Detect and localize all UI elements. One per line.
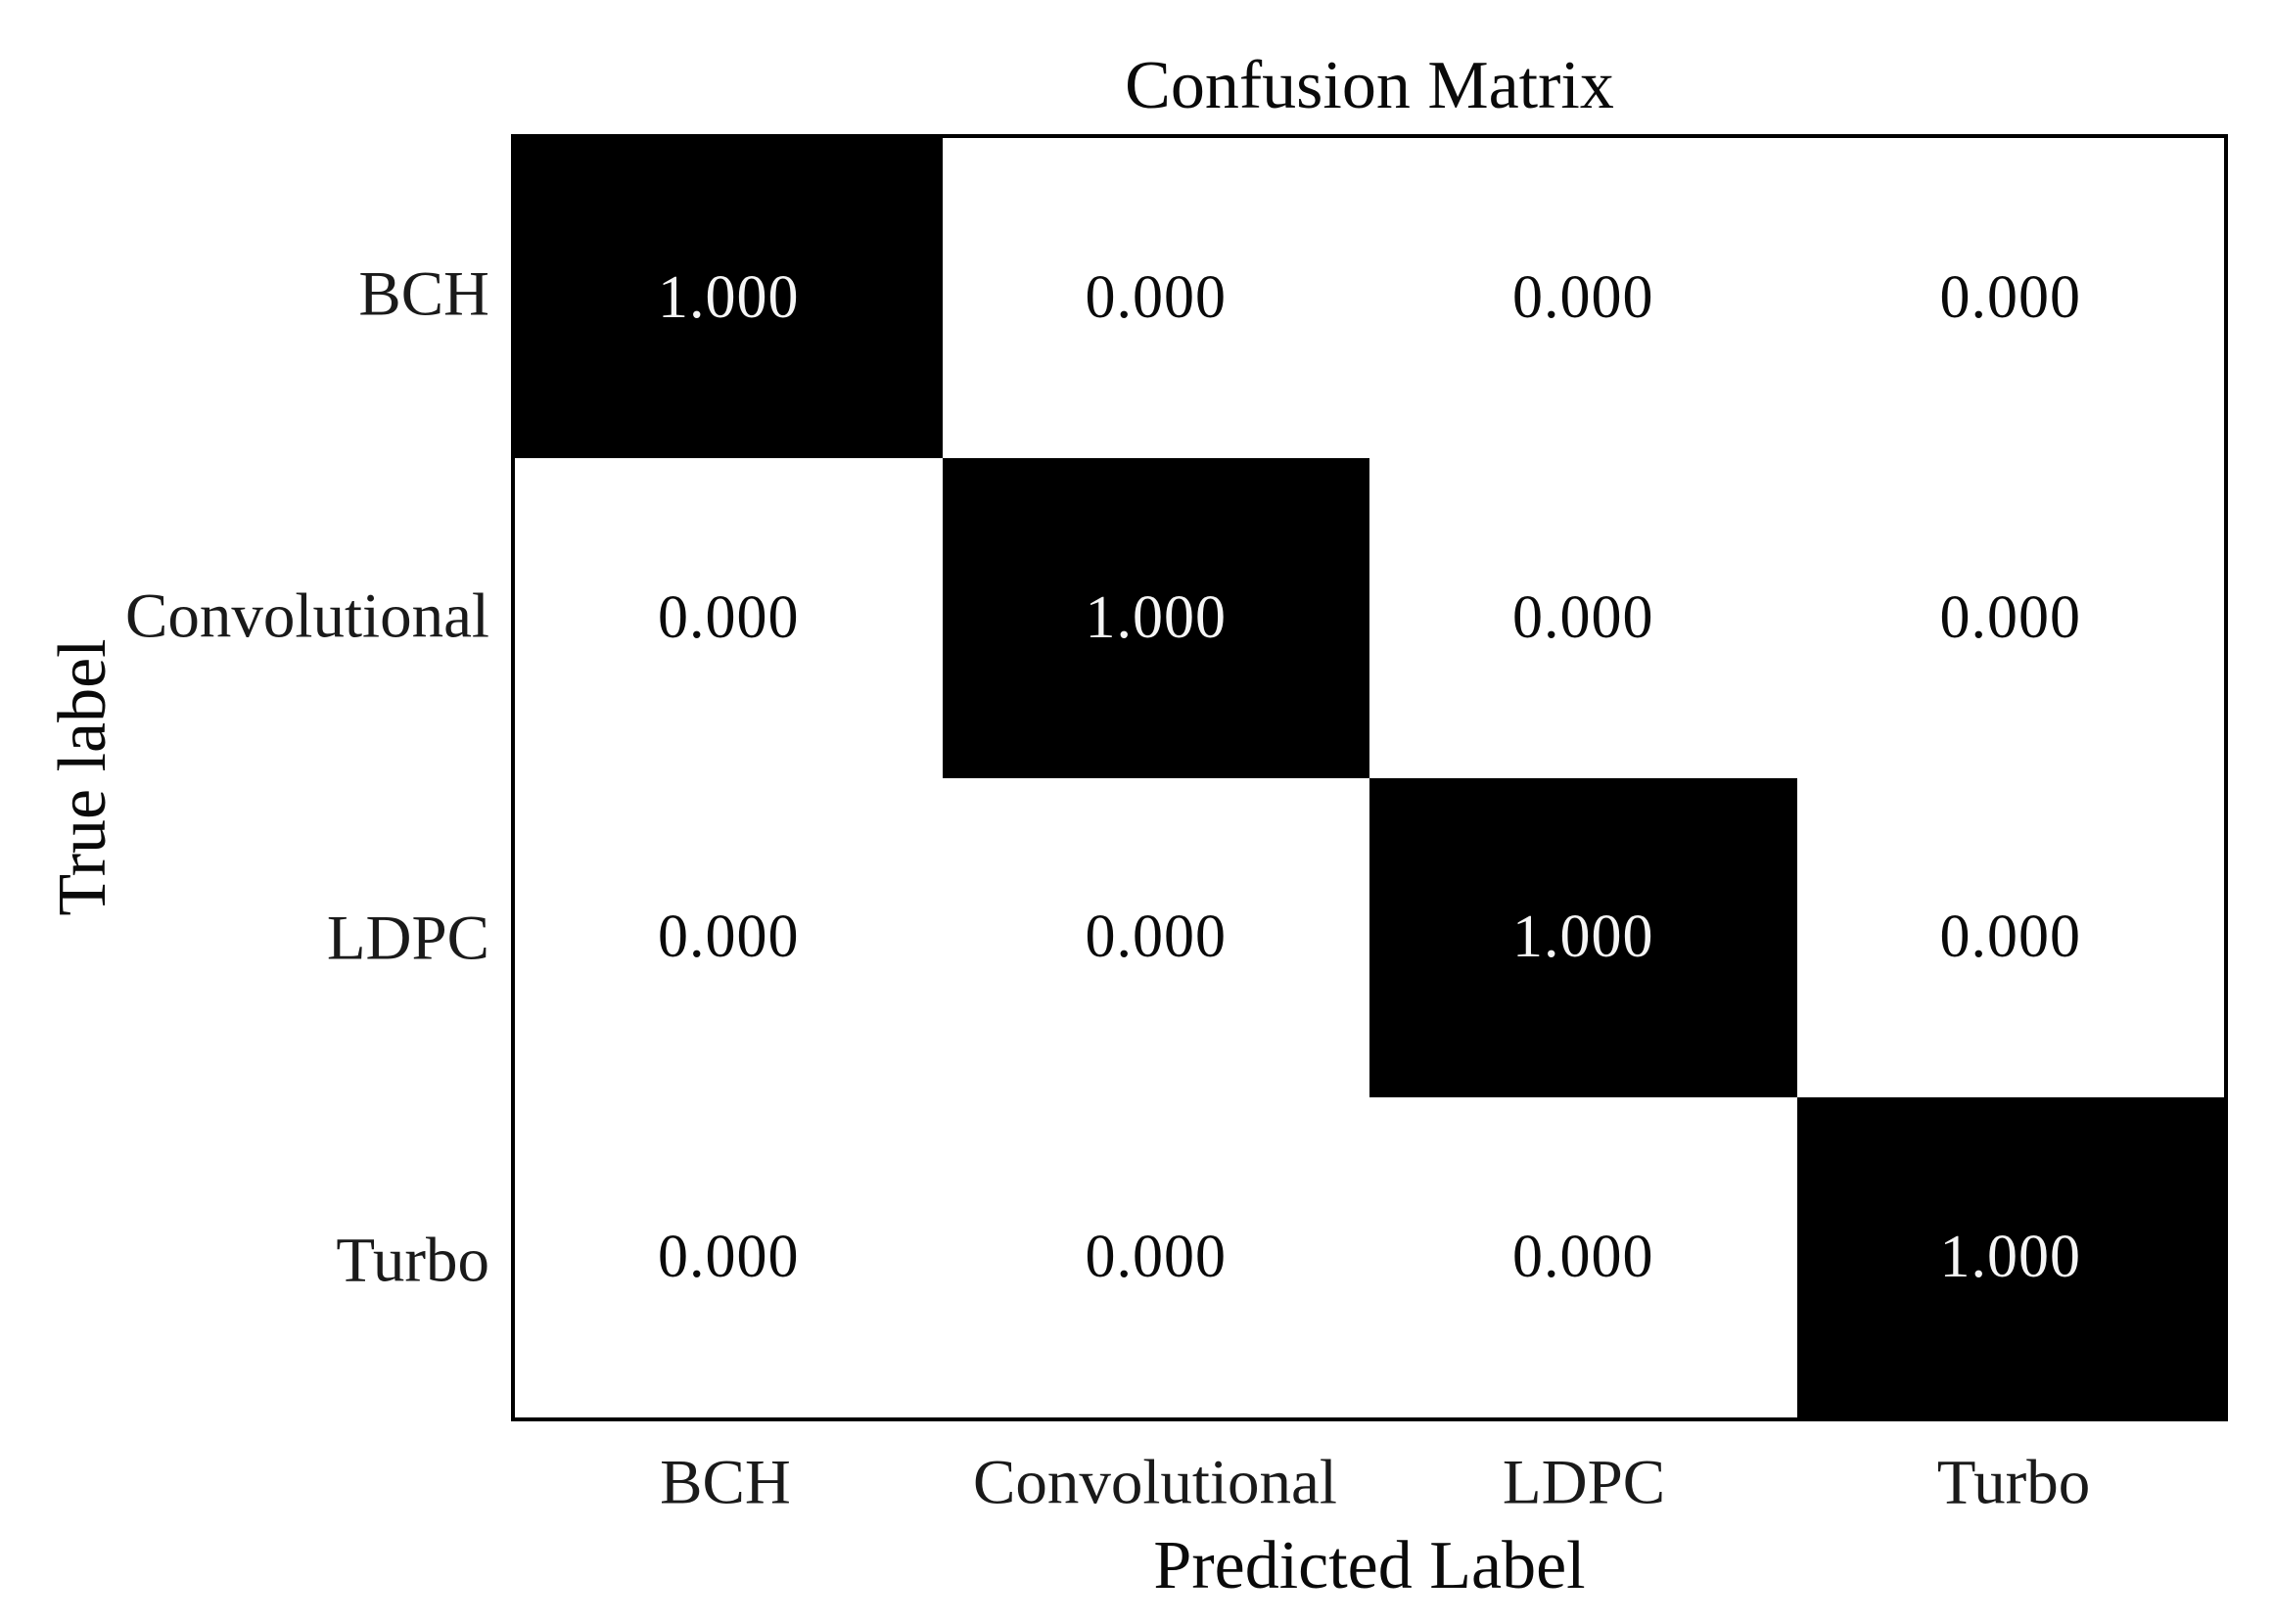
heatmap-cell-r2-c0: 0.000	[515, 777, 943, 1098]
heatmap-cell-r3-c1: 0.000	[942, 1097, 1369, 1417]
heatmap-cell-r0-c1: 0.000	[942, 138, 1369, 458]
heatmap-cell-r1-c2: 0.000	[1369, 457, 1797, 778]
heatmap-cell-r2-c3: 0.000	[1796, 777, 2224, 1098]
y-tick-label-bch: BCH	[358, 258, 489, 330]
heatmap-cell-r3-c2: 0.000	[1369, 1097, 1797, 1417]
heatmap-cell-r0-c3: 0.000	[1796, 138, 2224, 458]
y-tick-label-convolutional: Convolutional	[125, 580, 489, 652]
chart-title: Confusion Matrix	[1125, 48, 1614, 123]
x-axis-title: Predicted Label	[1153, 1528, 1586, 1603]
heatmap-cell-r1-c3: 0.000	[1796, 457, 2224, 778]
heatmap-cell-r2-c2: 1.000	[1369, 777, 1797, 1098]
heatmap-plot-area: 1.000 0.000 0.000 0.000 0.000 1.000 0.000 0.000…	[511, 134, 2228, 1421]
heatmap-cell-r2-c1: 0.000	[942, 777, 1369, 1098]
x-tick-label-bch: BCH	[660, 1447, 791, 1518]
x-tick-label-convolutional: Convolutional	[973, 1447, 1337, 1518]
x-tick-label-turbo: Turbo	[1936, 1447, 2091, 1518]
heatmap-cell-r0-c0: 1.000	[515, 138, 943, 458]
heatmap-cell-r3-c0: 0.000	[515, 1097, 943, 1417]
heatmap-cell-r3-c3: 1.000	[1796, 1097, 2224, 1417]
y-tick-label-turbo: Turbo	[336, 1225, 489, 1296]
heatmap-cell-r0-c2: 0.000	[1369, 138, 1797, 458]
y-axis-title: True label	[45, 638, 120, 916]
heatmap-cell-r1-c1: 1.000	[942, 457, 1369, 778]
x-tick-label-ldpc: LDPC	[1502, 1447, 1666, 1518]
y-tick-label-ldpc: LDPC	[326, 903, 489, 974]
heatmap-cell-r1-c0: 0.000	[515, 457, 943, 778]
